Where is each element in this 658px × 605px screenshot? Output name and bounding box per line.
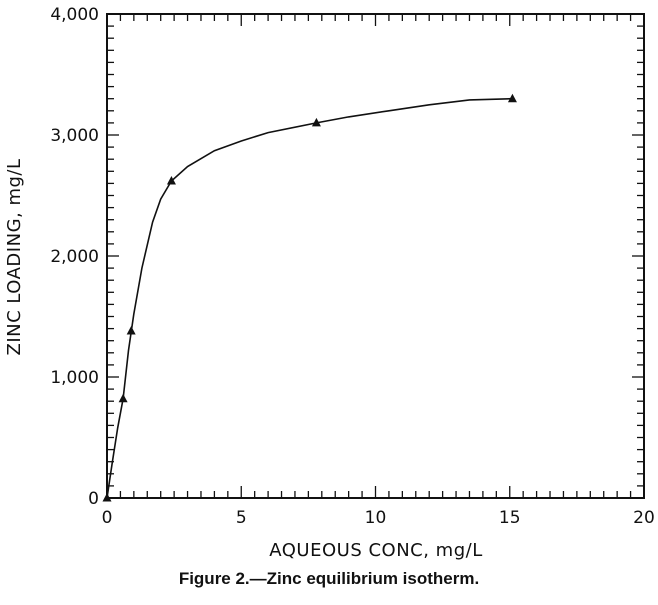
data-markers	[102, 93, 517, 502]
data-point-marker	[311, 117, 321, 127]
axis-ticks	[106, 13, 645, 499]
y-tick-label: 4,000	[50, 5, 99, 25]
y-axis-label: ZINC LOADING, mg/L	[4, 158, 25, 355]
y-tick-label: 3,000	[50, 126, 99, 146]
data-point-marker	[166, 175, 176, 185]
x-axis-label: AQUEOUS CONC, mg/L	[269, 540, 482, 560]
y-tick-label: 0	[88, 489, 99, 509]
data-point-marker	[507, 93, 517, 103]
figure-caption: Figure 2.—Zinc equilibrium isotherm.	[178, 569, 480, 588]
x-tick-label: 10	[365, 508, 387, 528]
x-tick-label: 5	[236, 508, 247, 528]
y-tick-labels: 0 1,000 2,000 3,000 4,000	[50, 5, 99, 509]
y-tick-label: 2,000	[50, 247, 99, 267]
x-tick-labels: 0 5 10 15 20	[102, 508, 655, 528]
x-tick-label: 0	[102, 508, 113, 528]
y-tick-label: 1,000	[50, 368, 99, 388]
data-point-marker	[102, 493, 112, 502]
isotherm-curve	[106, 97, 513, 499]
x-tick-label: 20	[633, 508, 655, 528]
data-point-marker	[118, 393, 128, 403]
isotherm-chart: 0 5 10 15 20 0 1,000 2,000 3,000 4,000 AQUEOUS C…	[4, 5, 655, 560]
x-tick-label: 15	[499, 508, 521, 528]
data-point-marker	[126, 326, 136, 335]
plot-frame	[106, 13, 645, 499]
